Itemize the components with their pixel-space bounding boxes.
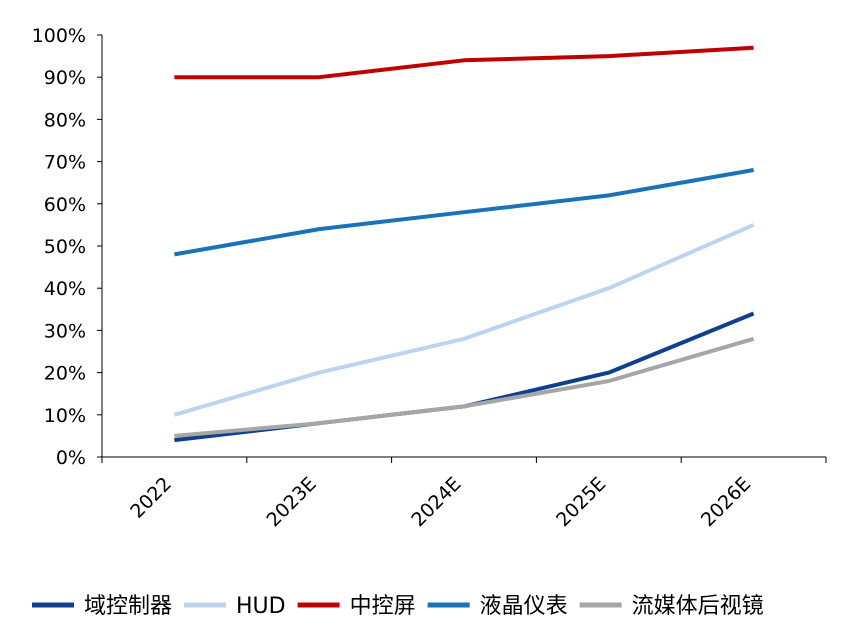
legend-item: 域控制器 <box>32 594 172 619</box>
y-tick-label: 70% <box>44 152 86 174</box>
series-line-4 <box>174 336 755 438</box>
series-lines <box>173 45 755 443</box>
x-tick-label: 2026E <box>697 473 755 531</box>
x-axis: 2022 2023E 2024E 2025E 2026E <box>101 456 827 531</box>
y-tick-label: 0% <box>56 447 86 469</box>
y-tick-label: 10% <box>44 405 86 427</box>
legend-item: HUD <box>184 594 286 619</box>
legend-label: 液晶仪表 <box>480 594 568 619</box>
legend-item: 流媒体后视镜 <box>579 594 764 619</box>
legend-label: 域控制器 <box>84 594 172 619</box>
y-tick-label: 30% <box>44 320 86 342</box>
x-tick-label: 2023E <box>262 473 320 531</box>
y-tick-label: 80% <box>44 109 86 131</box>
legend-label: HUD <box>236 594 286 619</box>
x-tick-label: 2024E <box>407 473 465 531</box>
x-tick-label: 2022 <box>126 473 176 523</box>
series-line-1 <box>173 223 755 417</box>
legend-item: 中控屏 <box>297 594 416 619</box>
series-line-3 <box>174 168 754 257</box>
y-tick-label: 20% <box>44 363 86 385</box>
series-line-0 <box>174 311 755 443</box>
x-tick-label: 2025E <box>552 473 610 531</box>
y-tick-label: 60% <box>44 194 86 216</box>
legend-label: 中控屏 <box>350 594 416 619</box>
series-line-2 <box>174 45 754 80</box>
legend-item: 液晶仪表 <box>427 594 568 619</box>
y-tick-label: 100% <box>32 25 86 47</box>
legend: 域控制器 HUD 中控屏 液晶仪表 流媒体后视镜 <box>32 594 764 619</box>
y-tick-label: 50% <box>44 236 86 258</box>
legend-label: 流媒体后视镜 <box>632 594 764 619</box>
y-axis: 0% 10% 20% 30% 40% 50% 60% 70% 80% 90% 100% <box>32 25 103 469</box>
y-tick-label: 90% <box>44 67 86 89</box>
y-tick-label: 40% <box>44 278 86 300</box>
